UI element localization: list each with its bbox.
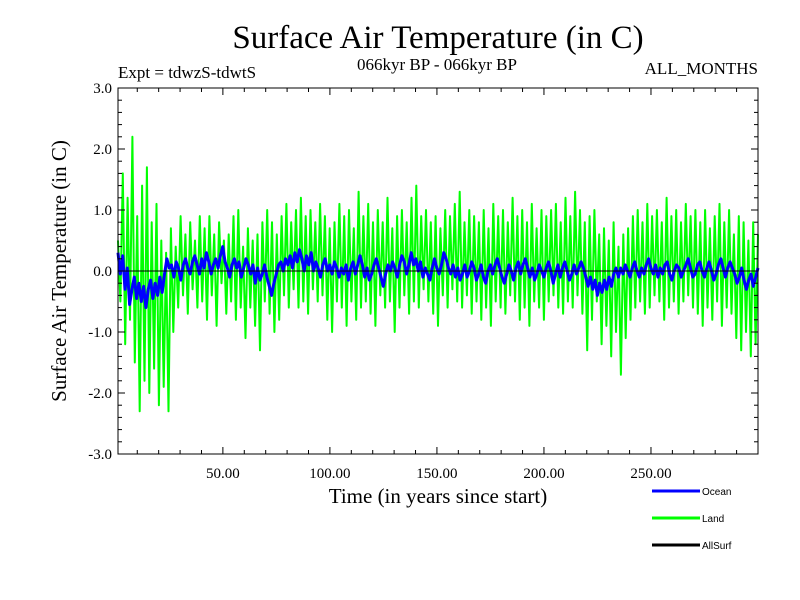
y-axis: -3.0 -2.0 -1.0 0.0 1.0 2.0 3.0 — [88, 81, 758, 463]
x-tick-label: 250.00 — [630, 466, 671, 482]
legend-label-ocean: Ocean — [702, 487, 731, 498]
months-label: ALL_MONTHS — [645, 59, 758, 78]
y-tick-label: 1.0 — [93, 203, 112, 219]
legend: Ocean Land AllSurf — [652, 487, 732, 552]
x-axis: 50.00 100.00 150.00 200.00 250.00 — [206, 88, 672, 482]
x-tick-label: 150.00 — [416, 466, 457, 482]
y-tick-label: 2.0 — [93, 142, 112, 158]
y-tick-label: 3.0 — [93, 81, 112, 97]
x-axis-title: Time (in years since start) — [329, 484, 548, 508]
x-tick-label: 100.00 — [309, 466, 350, 482]
x-tick-label: 200.00 — [523, 466, 564, 482]
y-axis-title: Surface Air Temperature (in C) — [47, 140, 71, 402]
y-tick-label: -3.0 — [88, 447, 112, 463]
minor-ticks — [118, 88, 758, 454]
chart-title: Surface Air Temperature (in C) — [232, 20, 643, 56]
y-tick-label: -2.0 — [88, 386, 112, 402]
y-tick-label: -1.0 — [88, 325, 112, 341]
legend-label-allsurf: AllSurf — [702, 541, 732, 552]
plot-area: 50.00 100.00 150.00 200.00 250.00 -3.0 -2.0 -1… — [88, 81, 760, 482]
experiment-label: Expt = tdwzS-tdwtS — [118, 63, 256, 82]
x-tick-label: 50.00 — [206, 466, 240, 482]
y-tick-label: 0.0 — [93, 264, 112, 280]
legend-label-land: Land — [702, 514, 724, 525]
period-label: 066kyr BP - 066kyr BP — [357, 55, 517, 74]
series-layer — [116, 135, 760, 413]
